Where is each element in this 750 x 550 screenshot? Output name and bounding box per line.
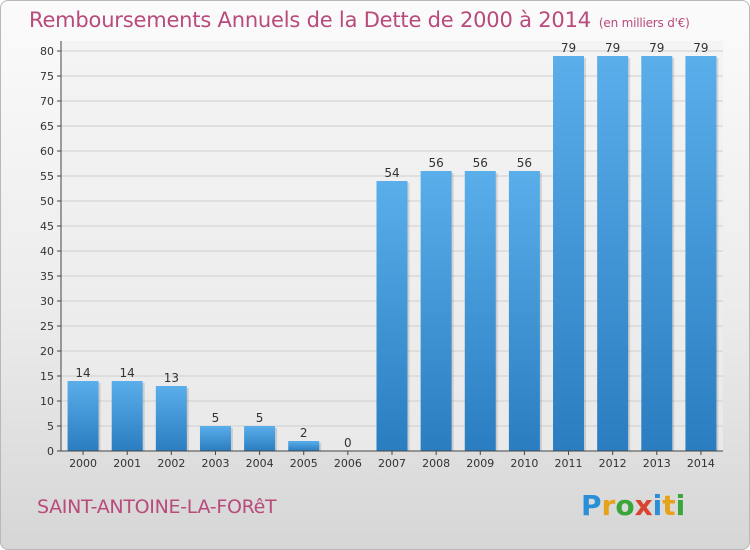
y-tick-label: 15 — [40, 370, 54, 383]
value-label: 5 — [256, 411, 264, 425]
town-name: SAINT-ANTOINE-LA-FORêT — [37, 496, 277, 518]
bar-2008 — [420, 171, 452, 451]
value-label: 5 — [212, 411, 220, 425]
bar-2004 — [244, 426, 276, 451]
logo-letter: i — [652, 489, 663, 522]
y-tick-label: 50 — [40, 195, 54, 208]
bar-2001 — [111, 381, 143, 451]
y-tick-label: 5 — [47, 420, 54, 433]
bar-2012 — [597, 56, 629, 451]
y-tick-label: 80 — [40, 45, 54, 58]
proxiti-logo: Proxiti — [581, 489, 685, 522]
logo-letter: x — [634, 489, 653, 522]
bar-2013 — [641, 56, 673, 451]
x-tick-label: 2001 — [113, 457, 141, 470]
x-tick-label: 2000 — [69, 457, 97, 470]
y-tick-label: 30 — [40, 295, 54, 308]
y-tick-label: 60 — [40, 145, 54, 158]
bar-2014 — [685, 56, 717, 451]
value-label: 0 — [344, 436, 352, 450]
logo-letter: t — [662, 489, 676, 522]
x-tick-label: 2014 — [687, 457, 715, 470]
bar-2009 — [464, 171, 496, 451]
value-label: 56 — [428, 156, 443, 170]
y-tick-label: 25 — [40, 320, 54, 333]
chart-unit-label: (en milliers d'€) — [598, 16, 690, 30]
x-tick-label: 2008 — [422, 457, 450, 470]
value-label: 2 — [300, 426, 308, 440]
value-label: 14 — [120, 366, 135, 380]
x-tick-label: 2004 — [246, 457, 274, 470]
value-label: 79 — [561, 41, 576, 55]
value-label: 79 — [649, 41, 664, 55]
value-label: 14 — [75, 366, 90, 380]
x-tick-label: 2009 — [466, 457, 494, 470]
x-tick-label: 2011 — [555, 457, 583, 470]
y-tick-label: 20 — [40, 345, 54, 358]
y-tick-label: 70 — [40, 95, 54, 108]
chart-title-text: Remboursements Annuels de la Dette de 20… — [29, 8, 591, 32]
x-tick-label: 2013 — [643, 457, 671, 470]
value-label: 79 — [693, 41, 708, 55]
y-tick-label: 0 — [47, 445, 54, 458]
value-label: 79 — [605, 41, 620, 55]
chart-title: Remboursements Annuels de la Dette de 20… — [29, 8, 690, 32]
value-label: 56 — [473, 156, 488, 170]
logo-letter: r — [601, 489, 616, 522]
bar-2000 — [67, 381, 99, 451]
x-tick-label: 2010 — [510, 457, 538, 470]
logo-letter: P — [581, 489, 602, 522]
bar-2010 — [508, 171, 540, 451]
y-tick-label: 55 — [40, 170, 54, 183]
value-label: 54 — [384, 166, 399, 180]
y-tick-label: 75 — [40, 70, 54, 83]
logo-letter: o — [615, 489, 635, 522]
y-tick-label: 10 — [40, 395, 54, 408]
x-tick-label: 2002 — [157, 457, 185, 470]
y-tick-label: 35 — [40, 270, 54, 283]
x-tick-label: 2003 — [201, 457, 229, 470]
x-tick-label: 2012 — [599, 457, 627, 470]
bar-2003 — [199, 426, 231, 451]
bar-2005 — [288, 441, 320, 451]
y-tick-label: 65 — [40, 120, 54, 133]
y-tick-label: 40 — [40, 245, 54, 258]
bar-2011 — [553, 56, 585, 451]
bar-2002 — [155, 386, 187, 451]
value-label: 56 — [517, 156, 532, 170]
value-label: 13 — [164, 371, 179, 385]
x-tick-label: 2006 — [334, 457, 362, 470]
y-tick-label: 45 — [40, 220, 54, 233]
bar-2007 — [376, 181, 408, 451]
x-tick-label: 2007 — [378, 457, 406, 470]
logo-letter: i — [675, 489, 686, 522]
x-tick-label: 2005 — [290, 457, 318, 470]
